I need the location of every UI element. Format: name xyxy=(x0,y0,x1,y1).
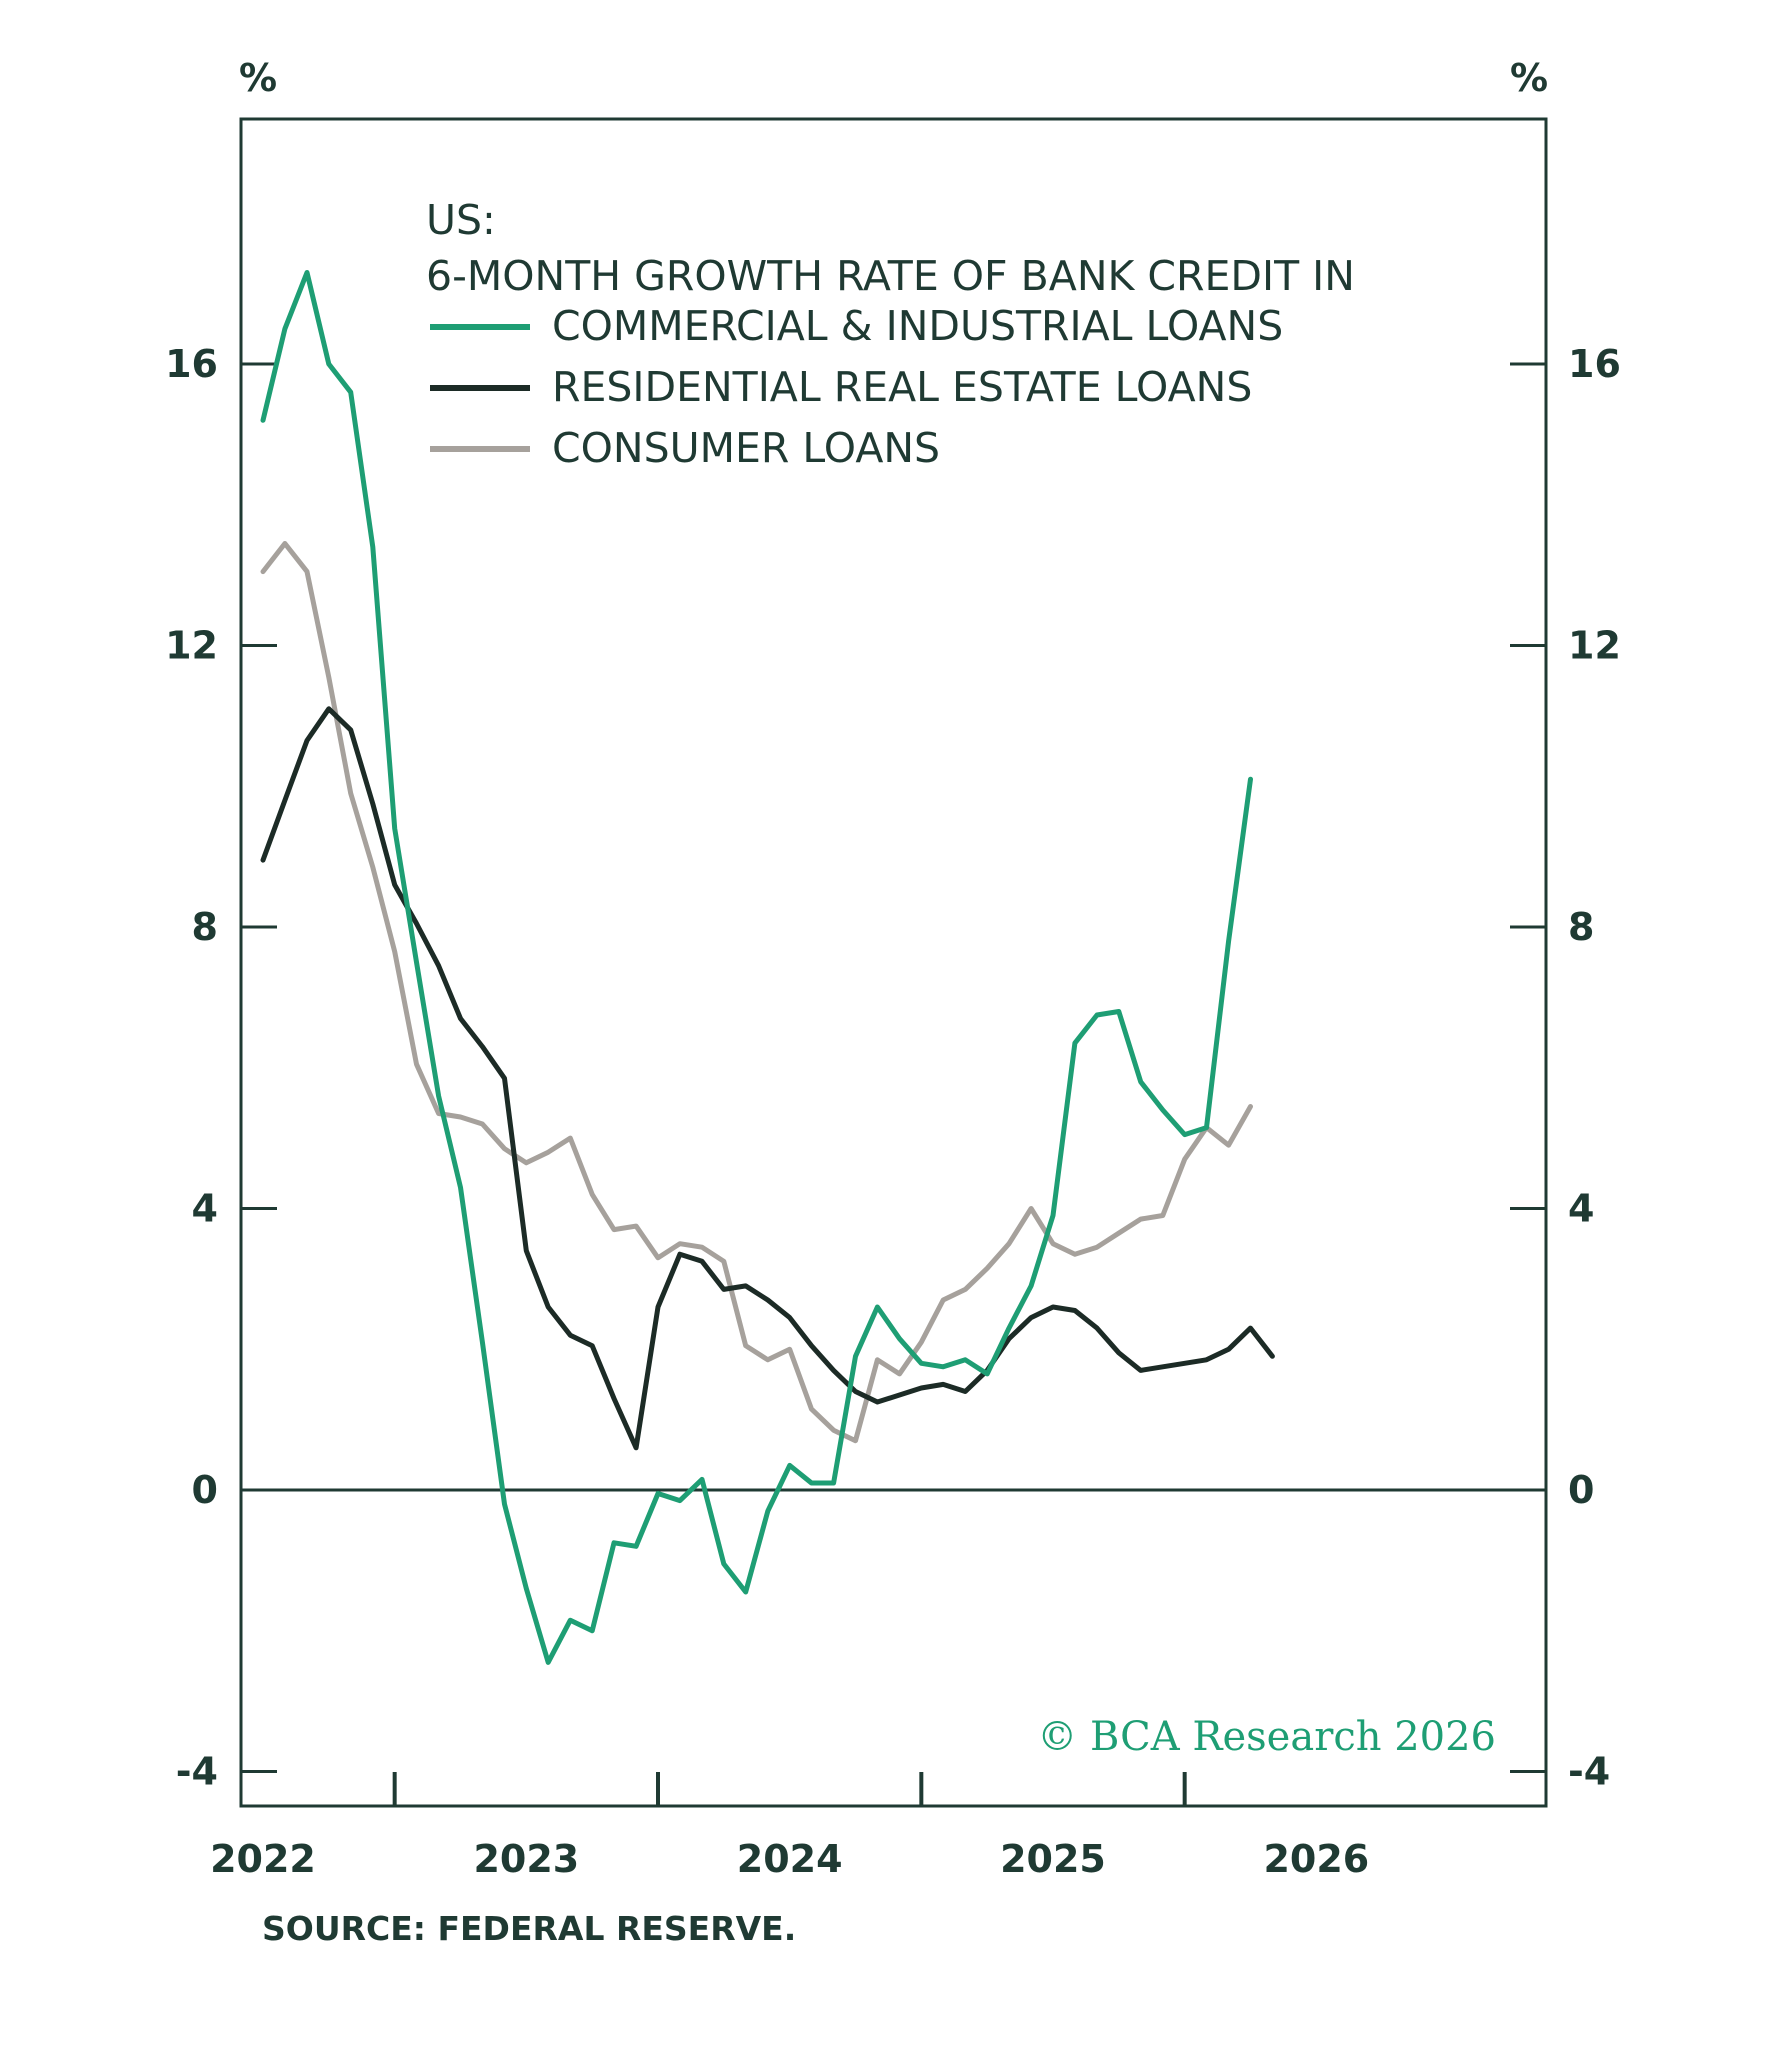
copyright-credit: © BCA Research 2026 xyxy=(1037,1714,1496,1760)
y-tick-label-right: 4 xyxy=(1568,1187,1594,1231)
legend-label: RESIDENTIAL REAL ESTATE LOANS xyxy=(552,363,1252,411)
source-note: SOURCE: FEDERAL RESERVE. xyxy=(262,1909,796,1948)
series-line-consumer-loans xyxy=(260,541,1253,1444)
legend: COMMERCIAL & INDUSTRIAL LOANS RESIDENTIAL… xyxy=(430,302,1283,472)
x-tick-label: 2024 xyxy=(737,1837,843,1881)
legend-label: CONSUMER LOANS xyxy=(552,424,940,472)
series-line-residential-real-estate-loans xyxy=(260,706,1275,1451)
y-tick-label-right: 8 xyxy=(1568,905,1594,949)
y-tick-label-left: 8 xyxy=(192,905,218,949)
y-axis-ticks: -4 -4 0 0 4 4 8 8 12 12 16 16 xyxy=(165,342,1621,1794)
x-axis-ticks: 2022 2023 2024 2025 2026 xyxy=(210,1772,1369,1881)
right-axis-unit-label: % xyxy=(1510,56,1548,100)
y-tick-label-right: 12 xyxy=(1568,624,1621,668)
y-tick-label-left: 16 xyxy=(165,342,218,386)
plot-frame xyxy=(239,117,1548,1808)
y-tick-label-left: -4 xyxy=(176,1750,218,1794)
x-tick-label: 2023 xyxy=(473,1837,579,1881)
y-tick-label-left: 0 xyxy=(192,1468,218,1512)
y-tick-label-left: 12 xyxy=(165,624,218,668)
legend-label: COMMERCIAL & INDUSTRIAL LOANS xyxy=(552,302,1283,350)
x-tick-label: 2025 xyxy=(1000,1837,1106,1881)
x-tick-label: 2022 xyxy=(210,1837,316,1881)
chart-title: US: xyxy=(426,196,496,244)
y-tick-label-right: 0 xyxy=(1568,1468,1594,1512)
y-tick-label-right: 16 xyxy=(1568,342,1621,386)
y-tick-label-left: 4 xyxy=(192,1187,218,1231)
series-line-commercial-industrial-loans xyxy=(260,270,1253,1665)
series-lines xyxy=(260,270,1275,1665)
x-tick-label: 2026 xyxy=(1263,1837,1369,1881)
left-axis-unit-label: % xyxy=(239,56,277,100)
chart-subtitle: 6-MONTH GROWTH RATE OF BANK CREDIT IN xyxy=(426,252,1355,300)
y-tick-label-right: -4 xyxy=(1568,1750,1610,1794)
